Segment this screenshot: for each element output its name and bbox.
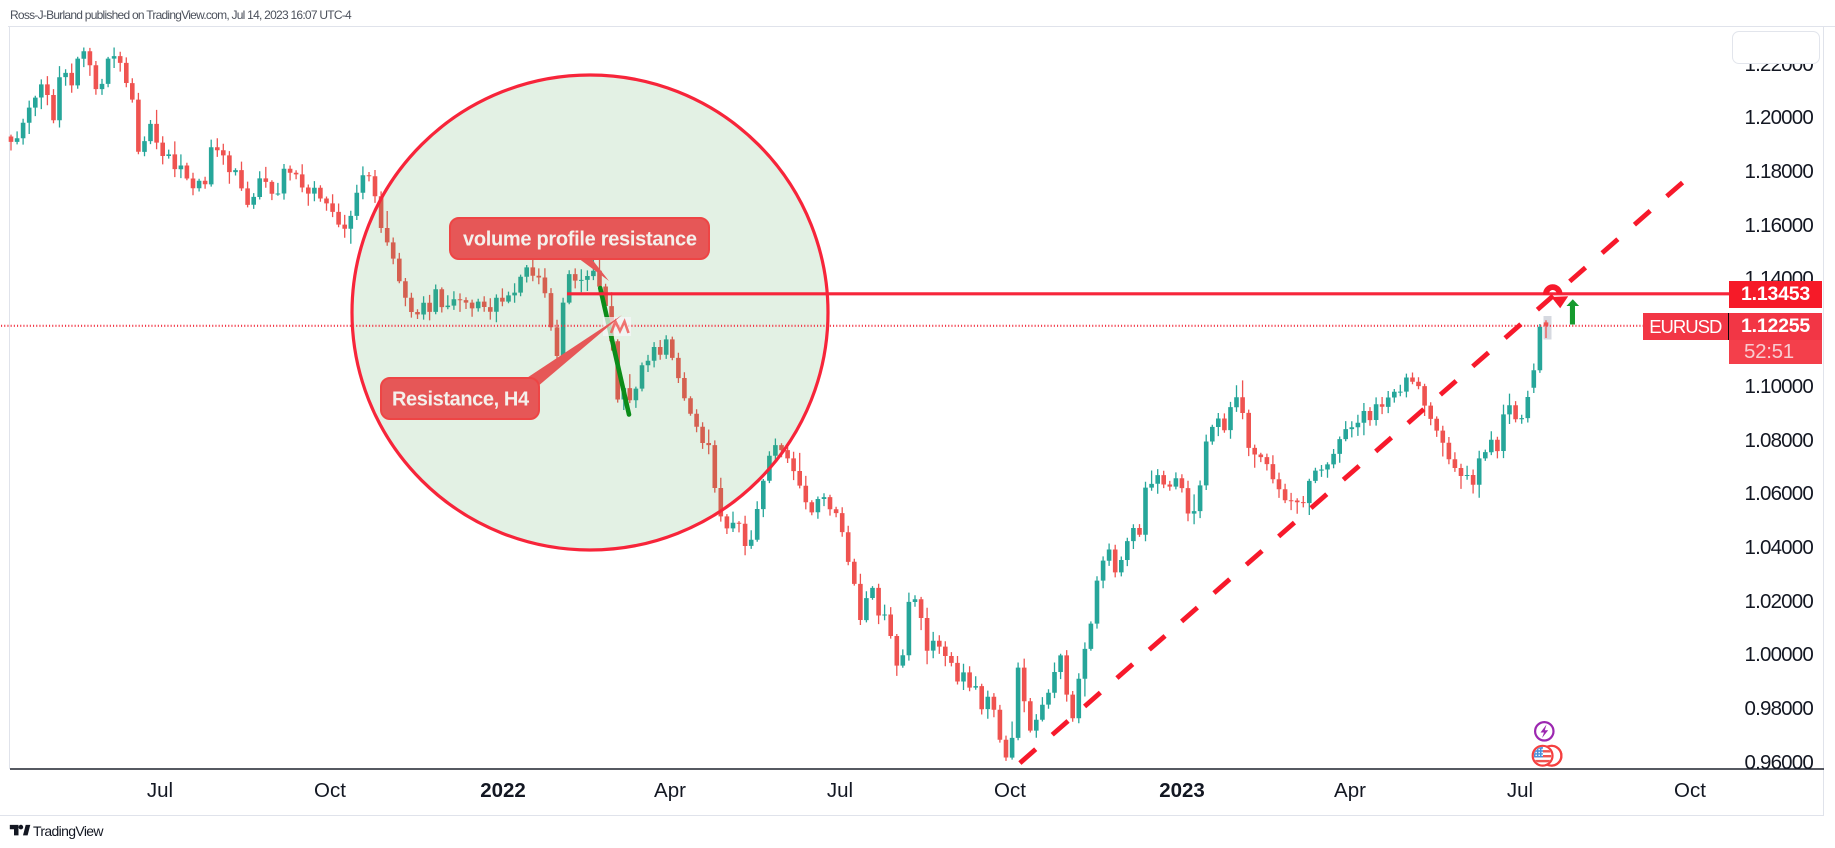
svg-text:volume profile resistance: volume profile resistance (463, 229, 697, 251)
svg-text:TradingView: TradingView (33, 823, 104, 839)
svg-text:Resistance, H4: Resistance, H4 (392, 389, 530, 411)
